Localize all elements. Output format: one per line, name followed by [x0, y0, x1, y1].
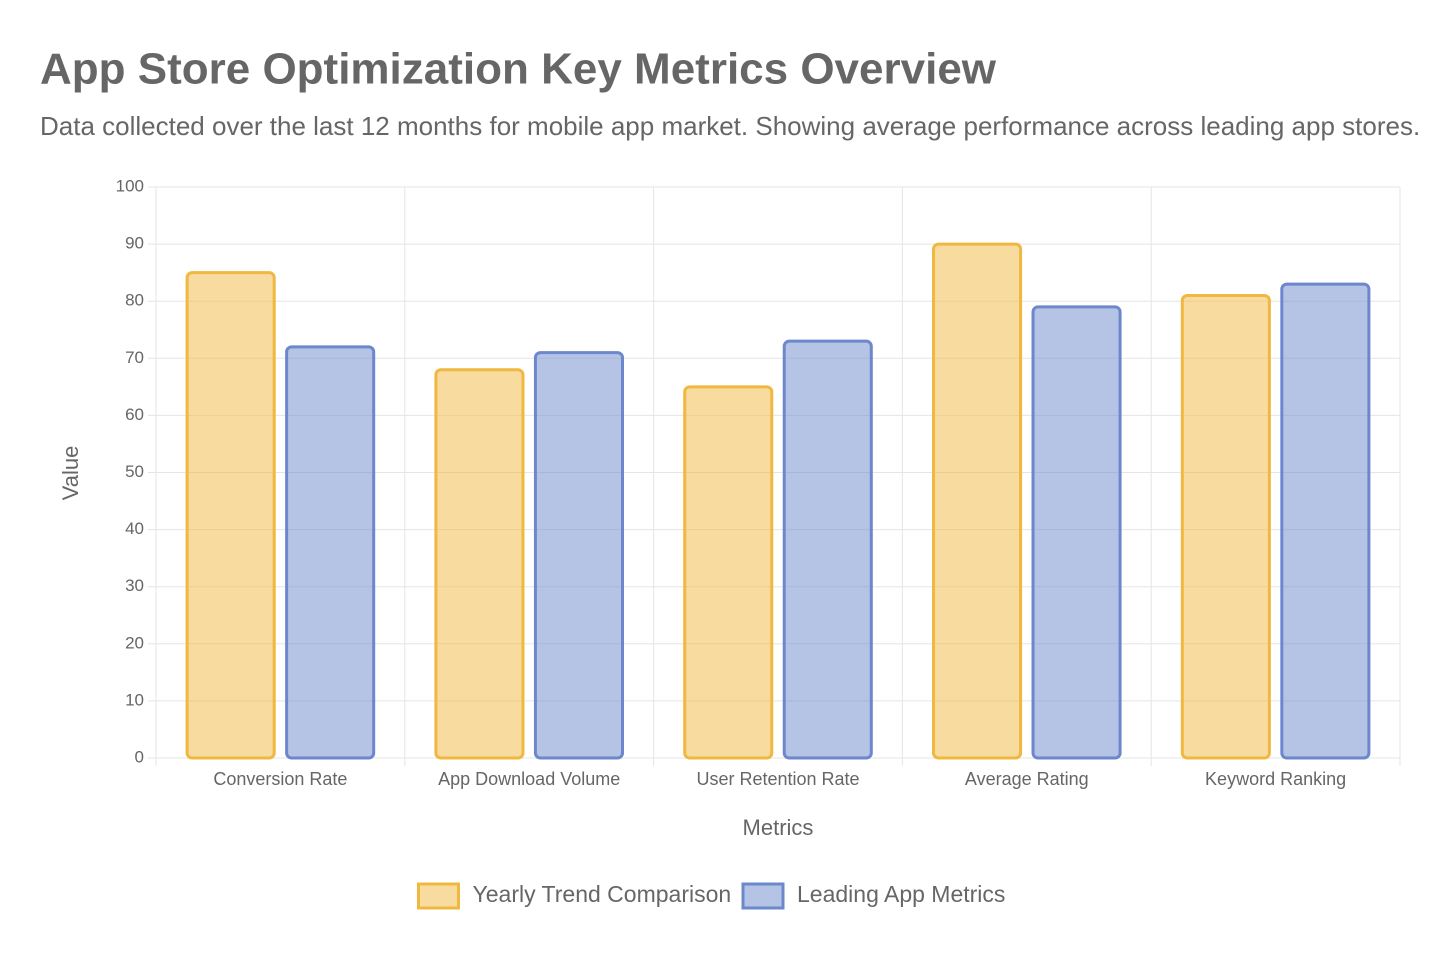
bar	[533, 351, 624, 760]
legend-label: Yearly Trend Comparison	[473, 881, 732, 907]
bar	[1031, 305, 1122, 760]
chart-subtitle: Data collected over the last 12 months f…	[40, 111, 1420, 141]
x-tick-label: App Download Volume	[438, 769, 620, 789]
y-tick-label: 40	[125, 519, 144, 538]
y-axis-title: Value	[58, 446, 83, 501]
chart-title: App Store Optimization Key Metrics Overv…	[40, 45, 997, 94]
x-tick-label: Keyword Ranking	[1205, 769, 1346, 789]
x-tick-label: Conversion Rate	[213, 769, 347, 789]
y-tick-label: 90	[125, 234, 144, 253]
bar	[932, 242, 1023, 760]
bar	[683, 385, 774, 760]
legend-swatch	[417, 882, 460, 910]
y-tick-label: 0	[135, 747, 144, 766]
x-axis-title: Metrics	[743, 815, 814, 840]
x-tick-label: Average Rating	[965, 769, 1089, 789]
bar	[434, 368, 525, 760]
legend-label: Leading App Metrics	[797, 881, 1005, 907]
bar	[185, 271, 276, 760]
y-tick-label: 60	[125, 405, 144, 424]
legend-swatch	[741, 882, 785, 910]
y-tick-label: 20	[125, 633, 144, 652]
y-tick-label: 70	[125, 348, 144, 367]
y-tick-label: 30	[125, 576, 144, 595]
bar	[285, 345, 376, 760]
y-tick-label: 100	[116, 176, 144, 195]
y-tick-label: 80	[125, 291, 144, 310]
y-tick-label: 10	[125, 690, 144, 709]
bar	[1180, 293, 1271, 760]
y-tick-label: 50	[125, 462, 144, 481]
bar	[782, 339, 873, 760]
x-tick-label: User Retention Rate	[696, 769, 859, 789]
bar	[1280, 282, 1371, 760]
